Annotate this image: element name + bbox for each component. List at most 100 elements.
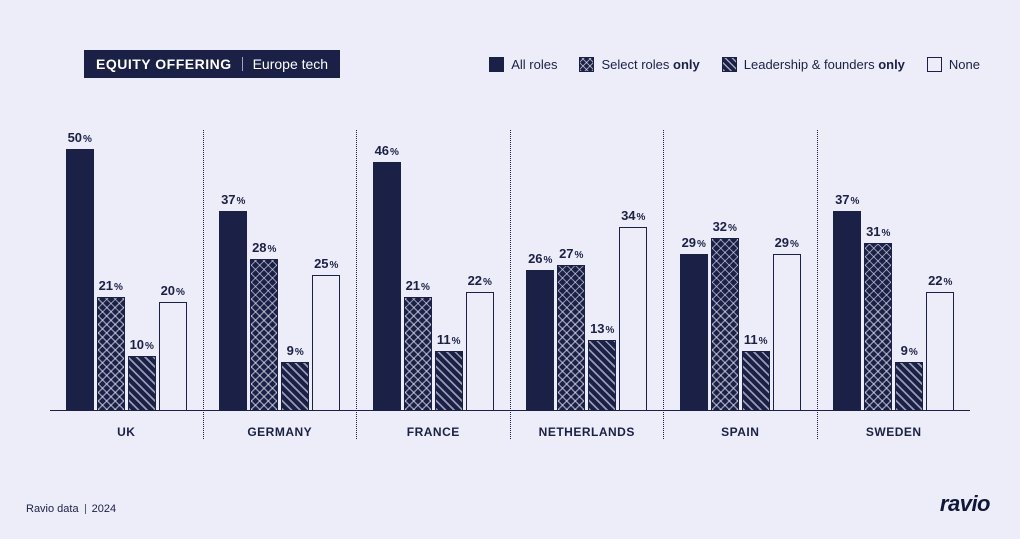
bar-value-label: 29% [682, 235, 706, 250]
bar-value-label: 21% [99, 278, 123, 293]
bar-select: 31% [864, 130, 892, 410]
bar-rect [557, 265, 585, 410]
bar-select: 28% [250, 130, 278, 410]
bar-rect [66, 149, 94, 410]
bar-value-label: 29% [775, 235, 799, 250]
bar-value-label: 34% [621, 208, 645, 223]
bar-none: 22% [926, 130, 954, 410]
bar-rect [833, 211, 861, 410]
bar-none: 25% [312, 130, 340, 410]
bar-value-label: 11% [744, 332, 768, 347]
group-label: UK [50, 411, 203, 439]
group-label: SPAIN [664, 411, 817, 439]
bar-value-label: 28% [252, 240, 276, 255]
group-label: NETHERLANDS [511, 411, 664, 439]
legend-item-all: All roles [489, 57, 557, 72]
bar-rect [895, 362, 923, 410]
bar-leaders: 9% [895, 130, 923, 410]
bar-leaders: 10% [128, 130, 156, 410]
footer-year: 2024 [92, 503, 116, 515]
chart-group: 37% 31% 9% 22% SWEDEN [817, 130, 971, 439]
bar-value-label: 26% [528, 251, 552, 266]
legend-label-all: All roles [511, 57, 557, 72]
bars-row: 50% 21% 10% 20% [50, 130, 203, 411]
legend-swatch-leaders [722, 57, 737, 72]
bar-all: 29% [680, 130, 708, 410]
bar-value-label: 10% [130, 337, 154, 352]
bar-rect [526, 270, 554, 410]
bar-rect [159, 302, 187, 410]
bar-rect [742, 351, 770, 410]
bar-select: 21% [404, 130, 432, 410]
bars-row: 29% 32% 11% 29% [664, 130, 817, 411]
bar-all: 50% [66, 130, 94, 410]
bar-rect [466, 292, 494, 410]
legend: All roles Select roles only Leadership & f… [489, 57, 980, 72]
title-main: EQUITY OFFERING [96, 56, 232, 72]
bar-leaders: 11% [435, 130, 463, 410]
bar-all: 26% [526, 130, 554, 410]
bar-none: 22% [466, 130, 494, 410]
bar-rect [588, 340, 616, 410]
bars-row: 37% 31% 9% 22% [818, 130, 971, 411]
bar-value-label: 22% [928, 273, 952, 288]
footer-source: Ravio data 2024 [26, 503, 116, 515]
bar-leaders: 9% [281, 130, 309, 410]
bar-value-label: 11% [437, 332, 461, 347]
bar-none: 29% [773, 130, 801, 410]
title-divider [242, 57, 243, 71]
chart-group: 46% 21% 11% 22% FRANCE [356, 130, 510, 439]
bars-row: 46% 21% 11% 22% [357, 130, 510, 411]
bar-rect [680, 254, 708, 410]
legend-swatch-none [927, 57, 942, 72]
bar-rect [312, 275, 340, 410]
bar-value-label: 22% [468, 273, 492, 288]
bar-value-label: 37% [221, 192, 245, 207]
chart-group: 50% 21% 10% 20% UK [50, 130, 203, 439]
bar-value-label: 31% [866, 224, 890, 239]
bar-value-label: 9% [287, 343, 304, 358]
bar-value-label: 21% [406, 278, 430, 293]
bar-value-label: 32% [713, 219, 737, 234]
bar-rect [128, 356, 156, 410]
chart-header: EQUITY OFFERING Europe tech All roles Sel… [84, 50, 980, 78]
bar-value-label: 46% [375, 143, 399, 158]
bar-all: 46% [373, 130, 401, 410]
legend-label-leaders: Leadership & founders only [744, 57, 905, 72]
chart-group: 26% 27% 13% 34% NETHERLANDS [510, 130, 664, 439]
chart-group: 37%28%9%25%GERMANY [203, 130, 357, 439]
bar-select: 32% [711, 130, 739, 410]
bar-leaders: 13% [588, 130, 616, 410]
title-sub: Europe tech [253, 56, 329, 72]
legend-label-select: Select roles only [601, 57, 699, 72]
bar-value-label: 9% [901, 343, 918, 358]
footer-divider [85, 504, 86, 514]
bar-rect [404, 297, 432, 410]
bar-rect [219, 211, 247, 410]
legend-label-none: None [949, 57, 980, 72]
bar-value-label: 25% [314, 256, 338, 271]
legend-swatch-all [489, 57, 504, 72]
brand-logo: ravio [940, 491, 990, 517]
legend-item-select: Select roles only [579, 57, 699, 72]
bar-select: 27% [557, 130, 585, 410]
bar-rect [250, 259, 278, 410]
group-label: FRANCE [357, 411, 510, 439]
title-pill: EQUITY OFFERING Europe tech [84, 50, 340, 78]
bar-rect [373, 162, 401, 410]
group-label: SWEDEN [818, 411, 971, 439]
legend-item-leaders: Leadership & founders only [722, 57, 905, 72]
legend-item-none: None [927, 57, 980, 72]
bar-value-label: 20% [161, 283, 185, 298]
bar-value-label: 27% [559, 246, 583, 261]
bar-value-label: 50% [68, 130, 92, 145]
bar-rect [435, 351, 463, 410]
bar-rect [864, 243, 892, 410]
bar-value-label: 13% [590, 321, 614, 336]
bar-select: 21% [97, 130, 125, 410]
bar-rect [926, 292, 954, 410]
bar-none: 20% [159, 130, 187, 410]
chart-group: 29% 32% 11% 29% SPAIN [663, 130, 817, 439]
bar-rect [97, 297, 125, 410]
bar-value-label: 37% [835, 192, 859, 207]
